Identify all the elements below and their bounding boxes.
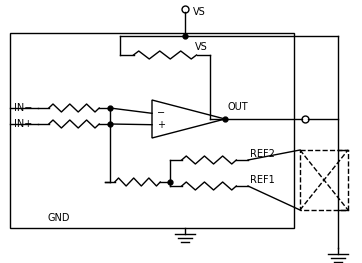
Text: OUT: OUT xyxy=(228,102,249,112)
Text: VS: VS xyxy=(195,42,208,52)
Text: IN+: IN+ xyxy=(14,119,32,129)
Text: −: − xyxy=(157,108,165,118)
Text: +: + xyxy=(157,120,165,130)
Bar xyxy=(10,33,294,228)
Text: GND: GND xyxy=(48,213,71,223)
Text: VS: VS xyxy=(193,7,206,17)
Bar xyxy=(300,150,348,210)
Text: IN−: IN− xyxy=(14,103,32,113)
Text: REF1: REF1 xyxy=(250,175,275,185)
Text: REF2: REF2 xyxy=(250,149,275,159)
